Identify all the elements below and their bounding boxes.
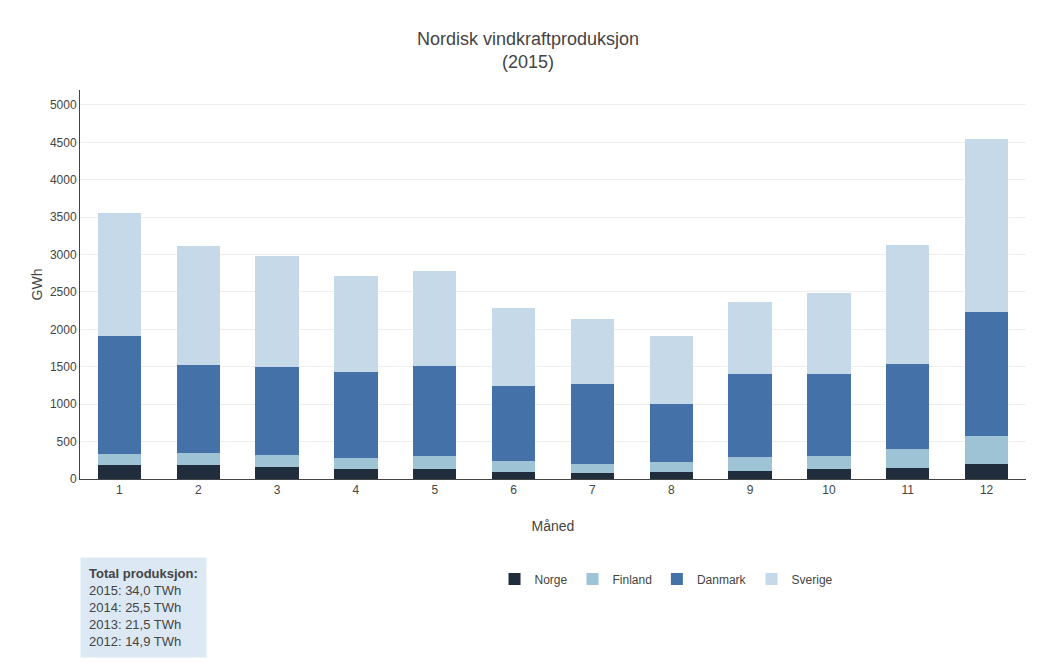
svg-text:Måned: Måned [532, 518, 575, 534]
svg-text:9: 9 [747, 483, 754, 497]
svg-text:6: 6 [510, 483, 517, 497]
svg-text:3: 3 [274, 483, 281, 497]
svg-text:1500: 1500 [50, 360, 77, 374]
svg-text:3500: 3500 [50, 210, 77, 224]
svg-text:2: 2 [195, 483, 202, 497]
svg-text:8: 8 [668, 483, 675, 497]
svg-text:2500: 2500 [50, 285, 77, 299]
svg-text:12: 12 [980, 483, 994, 497]
svg-text:Finland: Finland [613, 573, 652, 587]
svg-text:11: 11 [902, 483, 915, 497]
svg-text:Nordisk vindkraftproduksjon(20: Nordisk vindkraftproduksjon(2015) [417, 29, 639, 72]
svg-text:5000: 5000 [50, 98, 77, 112]
svg-text:500: 500 [57, 435, 77, 449]
svg-text:Danmark: Danmark [697, 573, 747, 587]
svg-text:10: 10 [822, 483, 836, 497]
svg-text:0: 0 [70, 472, 77, 486]
svg-text:1000: 1000 [50, 397, 77, 411]
svg-text:4500: 4500 [50, 136, 77, 150]
svg-text:Sverige: Sverige [792, 573, 833, 587]
svg-text:2000: 2000 [50, 323, 77, 337]
svg-text:4: 4 [353, 483, 360, 497]
svg-text:1: 1 [116, 483, 123, 497]
svg-text:5: 5 [431, 483, 438, 497]
svg-text:3000: 3000 [50, 248, 77, 262]
svg-text:Norge: Norge [535, 573, 568, 587]
svg-text:4000: 4000 [50, 173, 77, 187]
svg-text:Total produksjon:2015: 34,0 TW: Total produksjon:2015: 34,0 TWh2014: 25,… [89, 566, 198, 649]
svg-text:7: 7 [589, 483, 596, 497]
svg-text:GWh: GWh [29, 269, 45, 301]
